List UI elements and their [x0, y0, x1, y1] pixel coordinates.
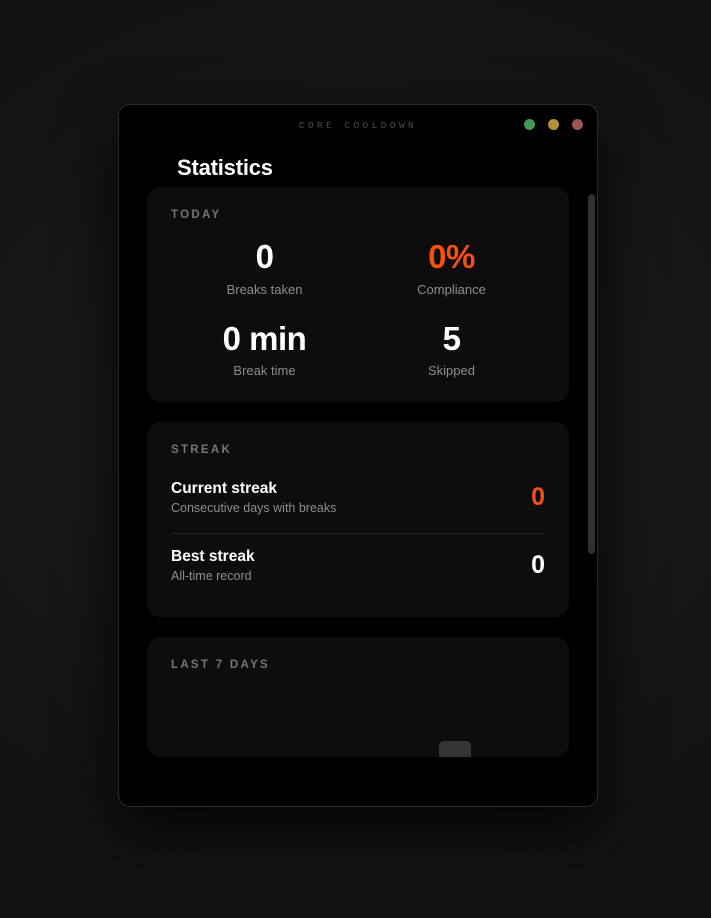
stat-value: 5	[442, 319, 461, 357]
title-bar: CORE COOLDOWN	[119, 105, 597, 145]
stat-label: Break time	[233, 363, 296, 379]
chart-bar	[439, 741, 471, 758]
today-section-label: TODAY	[171, 209, 222, 221]
maximize-button[interactable]	[572, 119, 583, 130]
stat-label: Breaks taken	[226, 281, 303, 297]
streak-title: Best streak	[171, 548, 255, 566]
streak-row-best: Best streak All-time record 0	[171, 540, 545, 593]
stat-compliance: 0% Compliance	[358, 237, 545, 297]
app-window: CORE COOLDOWN ‹ Statistics TODAY 0 Break…	[118, 104, 598, 807]
last-7-days-section-label: LAST 7 DAYS	[171, 659, 271, 672]
statistics-scroll-area[interactable]: TODAY 0 Breaks taken 0% Compliance 0 min…	[119, 187, 597, 798]
streak-text: Current streak Consecutive days with bre…	[171, 480, 336, 515]
streak-value: 0	[531, 483, 545, 512]
stat-breaks-taken: 0 Breaks taken	[171, 237, 358, 297]
streak-card: STREAK Current streak Consecutive days w…	[147, 422, 569, 618]
weekly-chart	[171, 687, 545, 758]
page-title: Statistics	[177, 155, 273, 180]
stat-value: 0 min	[222, 319, 307, 357]
streak-subtitle: Consecutive days with breaks	[171, 501, 337, 516]
scrollbar-track[interactable]	[588, 193, 595, 793]
streak-section-label: STREAK	[171, 444, 233, 457]
today-stat-grid: 0 Breaks taken 0% Compliance 0 min Break…	[171, 237, 545, 378]
stat-label: Compliance	[417, 281, 486, 297]
streak-title: Current streak	[171, 480, 277, 498]
streak-value: 0	[531, 551, 545, 580]
stat-label: Skipped	[428, 363, 475, 379]
traffic-light-controls	[524, 119, 583, 130]
app-title: CORE COOLDOWN	[298, 120, 418, 131]
stat-break-time: 0 min Break time	[171, 319, 358, 379]
stat-skipped: 5 Skipped	[358, 319, 545, 379]
streak-row-current: Current streak Consecutive days with bre…	[171, 472, 545, 525]
last-7-days-card: LAST 7 DAYS	[147, 637, 569, 758]
close-button[interactable]	[524, 119, 535, 130]
today-card: TODAY 0 Breaks taken 0% Compliance 0 min…	[147, 187, 569, 403]
scrollbar-thumb[interactable]	[588, 194, 595, 554]
stat-value: 0%	[428, 238, 475, 275]
minimize-button[interactable]	[548, 119, 559, 130]
stat-value: 0	[255, 238, 274, 275]
page-header: Statistics	[119, 145, 597, 187]
streak-divider	[171, 533, 545, 535]
streak-text: Best streak All-time record	[171, 548, 255, 583]
streak-subtitle: All-time record	[171, 569, 252, 584]
